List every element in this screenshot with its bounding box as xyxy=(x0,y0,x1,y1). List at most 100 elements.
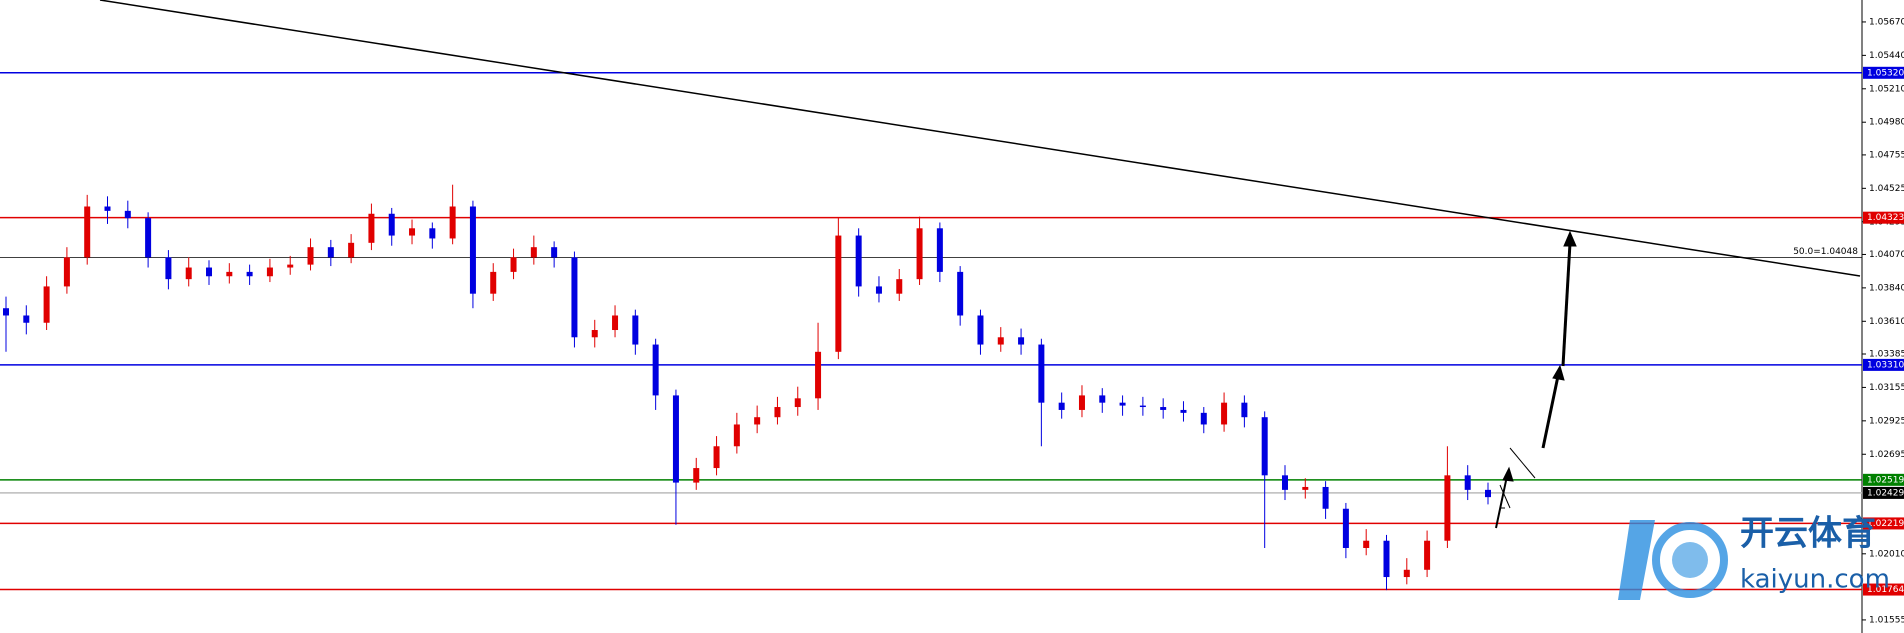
candle-body xyxy=(1099,395,1106,403)
candle-body xyxy=(3,308,9,316)
level-label: 1.03310 xyxy=(1867,360,1904,370)
candle-body xyxy=(591,330,598,338)
y-tick-label: 1.02695 xyxy=(1869,450,1904,460)
candle-body xyxy=(510,257,517,272)
candle-body xyxy=(84,206,91,258)
level-label: 1.04323 xyxy=(1867,213,1904,223)
candle-body xyxy=(551,247,558,258)
level-label-bg xyxy=(1863,473,1904,486)
trend-line xyxy=(99,0,1861,277)
level-label: 1.02219 xyxy=(1867,519,1904,529)
candle-body xyxy=(774,407,781,418)
candle-body xyxy=(754,417,761,425)
candle-body xyxy=(571,257,578,338)
candle-body xyxy=(1018,337,1025,345)
candle-body xyxy=(469,206,476,294)
candle-body xyxy=(23,315,30,323)
candle-body xyxy=(693,468,700,483)
candle-body xyxy=(815,351,822,399)
level-label: 1.05320 xyxy=(1867,68,1904,78)
fib-label: 50.0=1.04048 xyxy=(1793,247,1858,257)
watermark-title: 开云体育 xyxy=(1740,514,1876,554)
candle-body xyxy=(794,398,801,408)
y-tick-label: 1.03385 xyxy=(1869,349,1904,359)
candle-body xyxy=(1302,486,1309,490)
candle-body xyxy=(165,257,172,280)
candle-body xyxy=(206,267,213,277)
candle-body xyxy=(1139,405,1146,408)
candle-body xyxy=(1403,569,1410,578)
candle-body xyxy=(1281,475,1288,490)
candle-body xyxy=(429,228,436,239)
candle-body xyxy=(612,315,619,331)
candle-body xyxy=(1241,402,1248,418)
candle-body xyxy=(287,264,294,268)
candle-body xyxy=(1444,475,1451,541)
level-label: 1.02429 xyxy=(1867,488,1904,498)
candle-body xyxy=(1078,395,1085,410)
y-tick-label: 1.05440 xyxy=(1869,51,1904,61)
candle-body xyxy=(1221,402,1228,425)
candle-body xyxy=(713,446,720,469)
candle-body xyxy=(1038,344,1045,403)
candle-body xyxy=(348,242,355,258)
y-tick-label: 1.04070 xyxy=(1869,250,1904,260)
candle-body xyxy=(672,395,679,483)
y-tick-label: 1.05210 xyxy=(1869,84,1904,94)
y-tick-label: 1.04755 xyxy=(1869,150,1904,160)
watermark-site: kaiyun.com xyxy=(1740,565,1890,595)
candle-body xyxy=(246,271,253,277)
candle-body xyxy=(449,206,456,239)
candle-body xyxy=(307,247,314,265)
candle-body xyxy=(1464,475,1471,490)
candle-body xyxy=(124,210,131,219)
watermark: 开云体育 kaiyun.com xyxy=(1618,514,1890,600)
y-tick-label: 1.04980 xyxy=(1869,118,1904,128)
y-tick-label: 1.03610 xyxy=(1869,317,1904,327)
candle-body xyxy=(368,213,375,243)
candle-body xyxy=(1200,412,1207,425)
candle-body xyxy=(733,424,740,447)
level-label-bg xyxy=(1863,66,1904,79)
plot: 1.05670 1.05440 1.05210 1.04980 1.04755 1.045… xyxy=(0,17,1904,625)
candle-body xyxy=(409,228,416,236)
candle-body xyxy=(226,271,233,277)
candle-body xyxy=(997,337,1004,345)
y-tick-label: 1.04525 xyxy=(1869,184,1904,194)
level-label-bg xyxy=(1863,517,1904,530)
candle-body xyxy=(1363,540,1370,548)
candle-body xyxy=(490,271,497,294)
candle-body xyxy=(632,315,639,345)
candle-body xyxy=(1342,508,1349,548)
y-tick-label: 1.05670 xyxy=(1869,17,1904,27)
candle-body xyxy=(896,279,903,294)
candle-body xyxy=(63,257,70,287)
candle-body xyxy=(916,228,923,280)
candle-body xyxy=(855,235,862,287)
candle-body xyxy=(835,235,842,352)
candle-body xyxy=(977,315,984,345)
level-label-bg xyxy=(1863,583,1904,596)
level-label: 1.02519 xyxy=(1867,475,1904,485)
candle-body xyxy=(266,267,273,277)
candle-body xyxy=(388,213,395,236)
y-tick-label: 1.03840 xyxy=(1869,283,1904,293)
candle-body xyxy=(104,206,111,211)
candle-body xyxy=(936,228,943,272)
y-tick-label: 1.02010 xyxy=(1869,549,1904,559)
candle-body xyxy=(875,286,882,294)
level-label-bg xyxy=(1863,486,1904,499)
level-label-bg xyxy=(1863,358,1904,371)
candle-body xyxy=(43,286,50,323)
candle-body xyxy=(1180,409,1187,413)
y-tick-label: 1.03155 xyxy=(1869,383,1904,393)
level-label: 1.01764 xyxy=(1867,585,1904,595)
y-tick-label: 1.02925 xyxy=(1869,416,1904,426)
candle-body xyxy=(1424,540,1431,570)
candle-body xyxy=(185,267,192,280)
candle-body xyxy=(1058,402,1065,410)
level-label-bg xyxy=(1863,211,1904,224)
candle-body xyxy=(1322,486,1329,509)
